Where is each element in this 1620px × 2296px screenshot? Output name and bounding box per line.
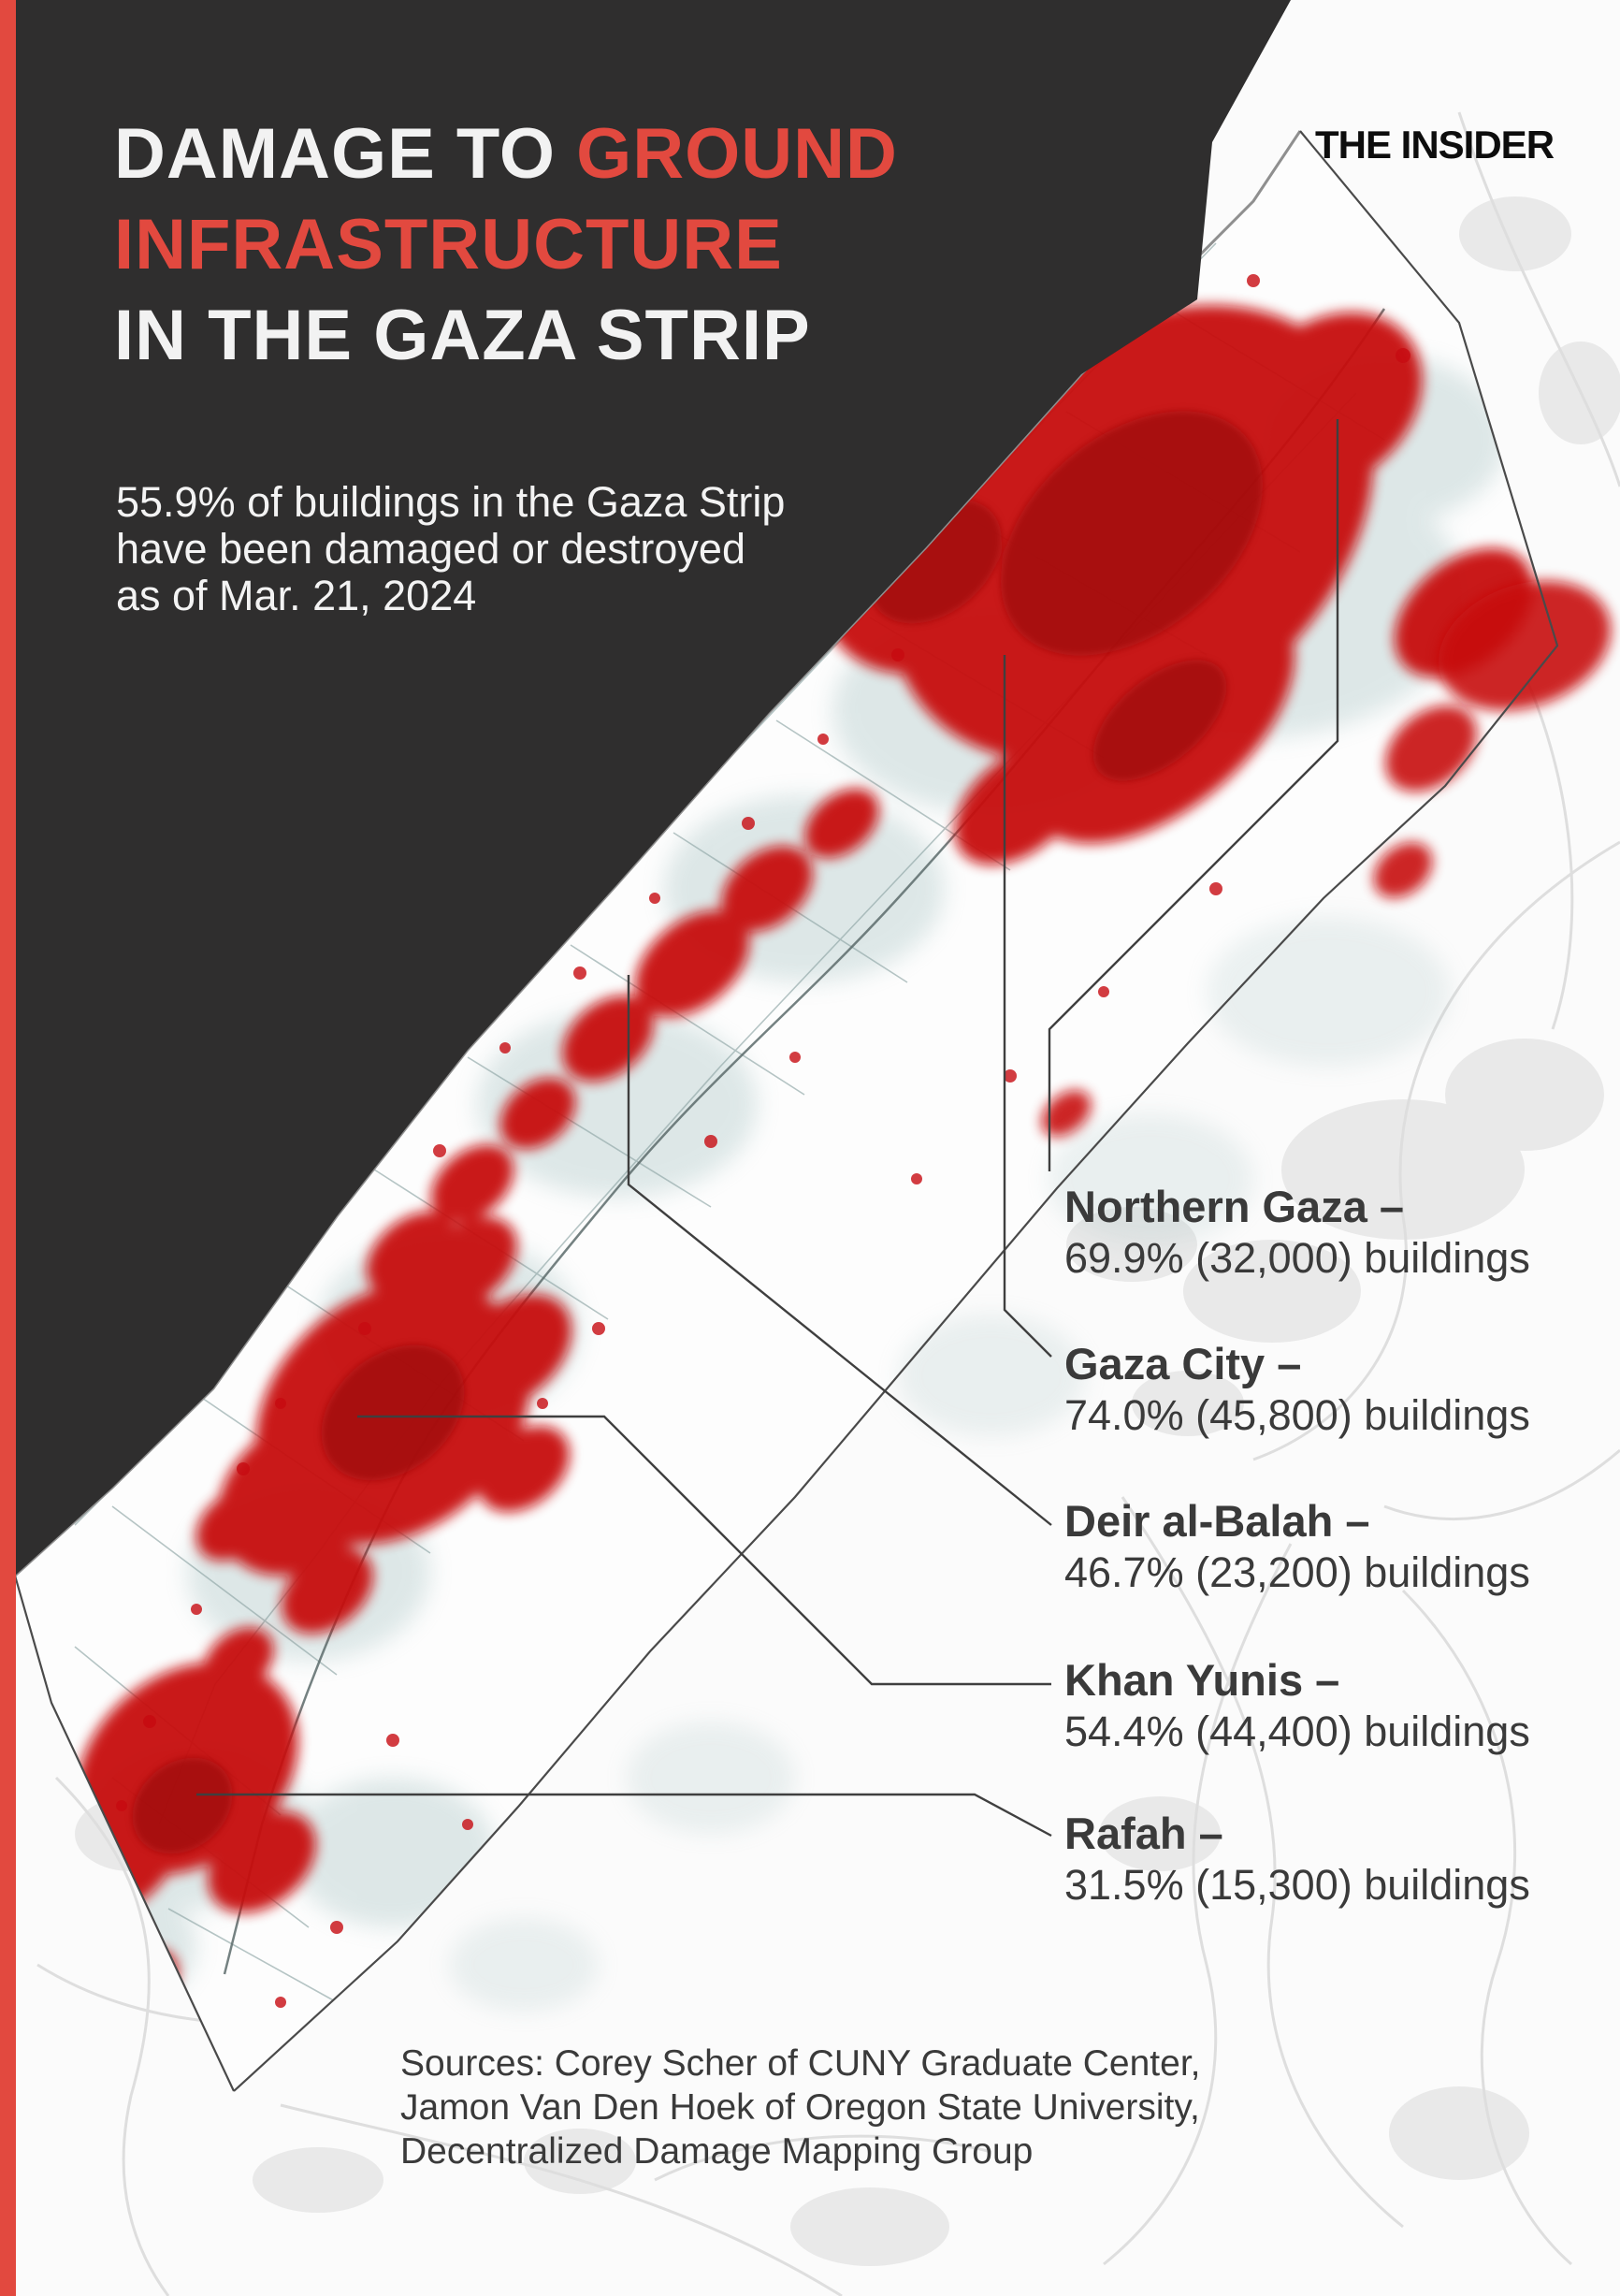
- subtitle: 55.9% of buildings in the Gaza Strip hav…: [116, 479, 785, 619]
- subtitle-line-1: 55.9% of buildings in the Gaza Strip: [116, 478, 786, 526]
- subtitle-line-2: have been damaged or destroyed: [116, 525, 745, 573]
- strip-border-east: [233, 130, 1559, 2092]
- dark-panel: [0, 0, 1291, 1586]
- label-connectors: [196, 419, 1339, 1838]
- region-name: Deir al-Balah –: [1064, 1496, 1370, 1546]
- region-label-rafah: Rafah – 31.5% (15,300) buildings: [1064, 1808, 1607, 1911]
- damage-spill-east: [1041, 580, 1611, 1137]
- region-stat: 31.5% (15,300) buildings: [1064, 1861, 1530, 1909]
- region-name: Rafah –: [1064, 1809, 1223, 1858]
- strip-border-egypt: [13, 1575, 235, 2092]
- region-label-gaza-city: Gaza City – 74.0% (45,800) buildings: [1064, 1338, 1607, 1441]
- region-label-khan-yunis: Khan Yunis – 54.4% (44,400) buildings: [1064, 1654, 1607, 1757]
- connector-khan-yunis: [357, 1415, 1051, 1686]
- damage-dots: [78, 274, 1410, 2008]
- region-name: Gaza City –: [1064, 1339, 1302, 1388]
- sources-line-3: Decentralized Damage Mapping Group: [400, 2131, 1034, 2172]
- sources-line-2: Jamon Van Den Hoek of Oregon State Unive…: [400, 2087, 1200, 2128]
- region-stat: 46.7% (23,200) buildings: [1064, 1548, 1530, 1596]
- region-label-deir-al-balah: Deir al-Balah – 46.7% (23,200) buildings: [1064, 1495, 1607, 1598]
- connector-northern-gaza: [1048, 419, 1339, 1171]
- background-roads: [36, 111, 1620, 2296]
- region-stat: 54.4% (44,400) buildings: [1064, 1707, 1530, 1755]
- sources-line-1: Sources: Corey Scher of CUNY Graduate Ce…: [400, 2043, 1201, 2084]
- page-title: DAMAGE TO GROUND INFRASTRUCTURE IN THE G…: [114, 109, 898, 381]
- region-name: Khan Yunis –: [1064, 1655, 1340, 1705]
- region-name: Northern Gaza –: [1064, 1182, 1405, 1231]
- accent-stripe: [0, 0, 16, 2296]
- region-stat: 69.9% (32,000) buildings: [1064, 1234, 1530, 1282]
- subtitle-line-3: as of Mar. 21, 2024: [116, 572, 477, 619]
- title-line-1: DAMAGE TO GROUND: [114, 114, 898, 194]
- connector-deir-al-balah: [627, 975, 1052, 1526]
- region-label-northern-gaza: Northern Gaza – 69.9% (32,000) buildings: [1064, 1181, 1607, 1284]
- title-line-3: IN THE GAZA STRIP: [114, 296, 811, 375]
- connector-rafah: [196, 1793, 1052, 1838]
- title-line-2: INFRASTRUCTURE: [114, 205, 783, 284]
- region-stat: 74.0% (45,800) buildings: [1064, 1391, 1530, 1439]
- publisher-logo: THE INSIDER: [1315, 123, 1555, 167]
- sources-note: Sources: Corey Scher of CUNY Graduate Ce…: [400, 2042, 1201, 2173]
- connector-gaza-city: [1003, 655, 1052, 1358]
